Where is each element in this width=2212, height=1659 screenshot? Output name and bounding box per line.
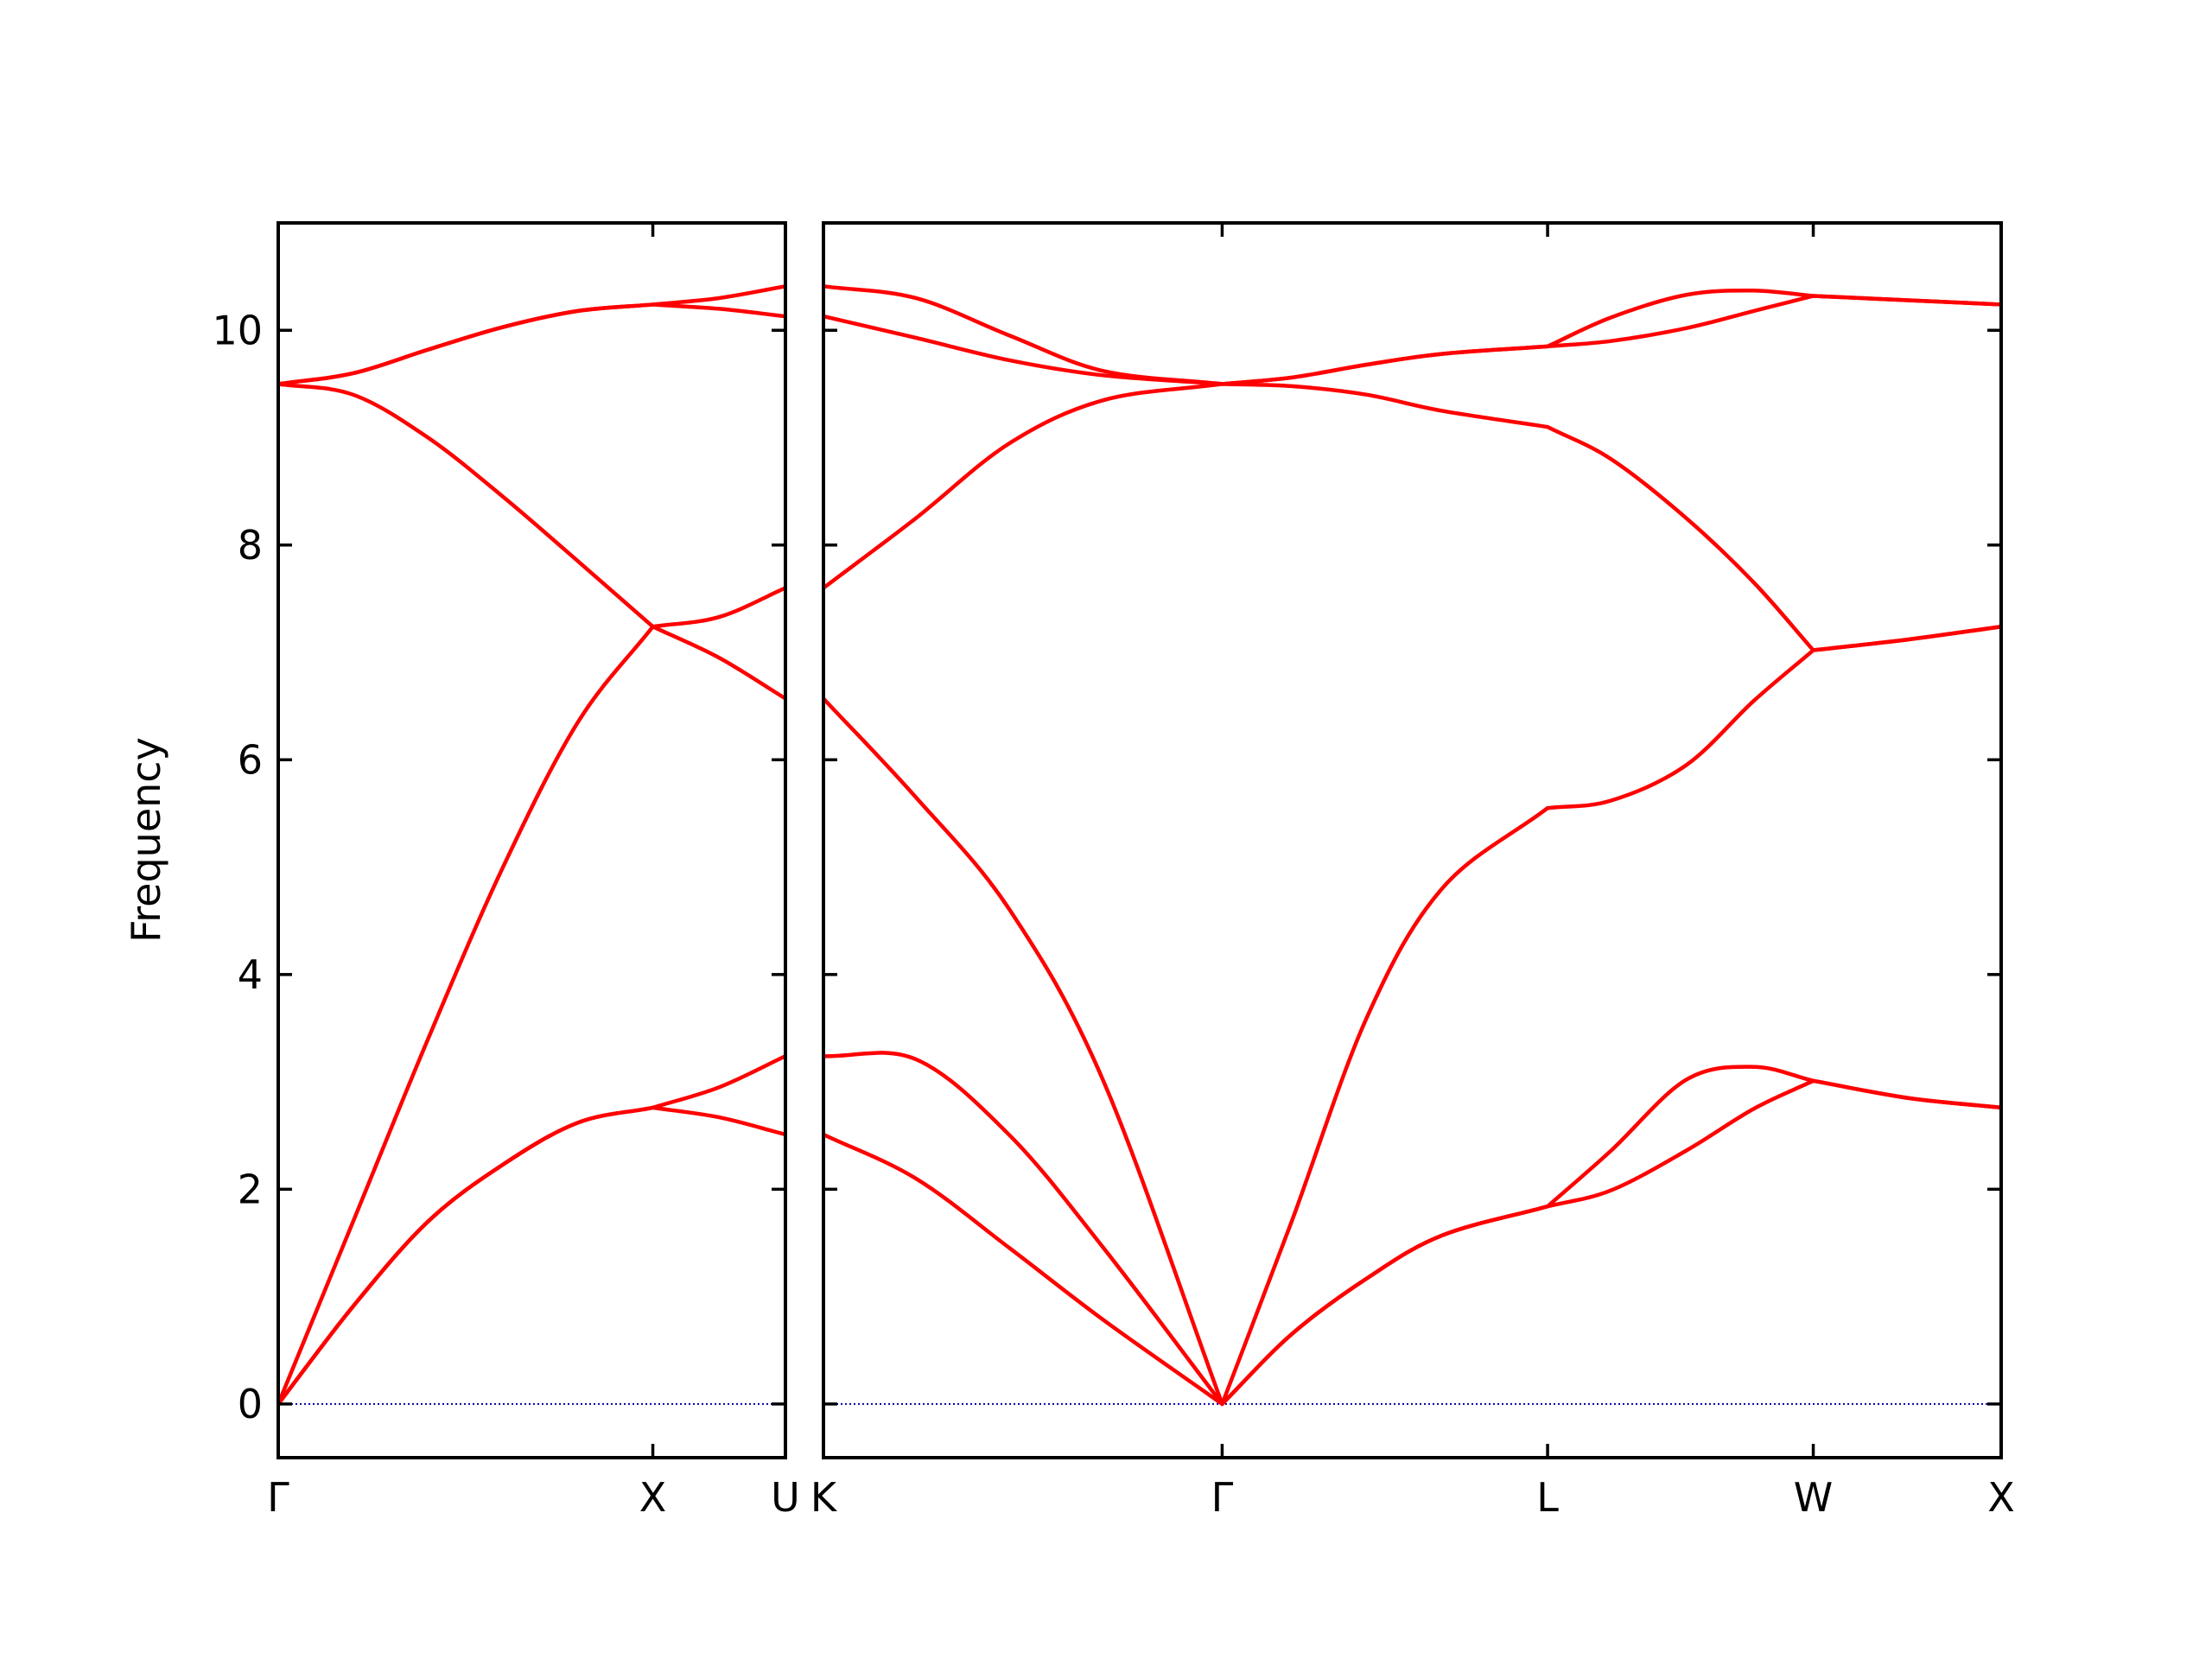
x-tick-label: U [771, 1474, 800, 1521]
plot-frame [822, 221, 2003, 1459]
x-tick-label: X [639, 1474, 667, 1521]
x-tick-label: Γ [267, 1474, 289, 1521]
band-line [276, 1054, 786, 1406]
band-line [822, 624, 2002, 1407]
x-tick-label: L [1536, 1474, 1559, 1521]
y-tick-label: 8 [238, 522, 263, 569]
x-tick-label: Γ [1211, 1474, 1234, 1521]
y-tick-label: 4 [238, 951, 263, 998]
band-line [277, 382, 786, 629]
y-tick-label: 0 [238, 1381, 263, 1427]
band-line [823, 1051, 2002, 1407]
plot-frame [276, 221, 787, 1459]
y-axis-label: Frequency [123, 737, 169, 943]
y-tick-label: 6 [238, 736, 263, 783]
band-line [823, 1078, 2002, 1407]
band-line [822, 382, 2002, 652]
y-tick-label: 2 [238, 1166, 263, 1212]
band-line [277, 284, 786, 386]
x-tick-label: K [810, 1474, 838, 1521]
band-line [276, 624, 787, 1405]
x-tick-label: X [1987, 1474, 2015, 1521]
band-line [823, 284, 2002, 386]
x-tick-label: W [1794, 1474, 1833, 1521]
band-line [823, 294, 2002, 386]
band-line [276, 1105, 786, 1406]
y-tick-label: 10 [212, 307, 263, 353]
